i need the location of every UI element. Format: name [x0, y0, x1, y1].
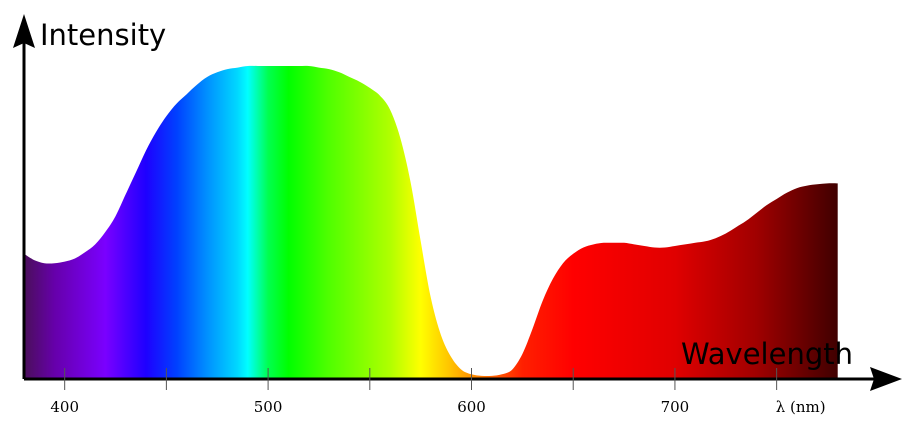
x-tick-label-700: 700: [661, 398, 690, 416]
spectrum-area: [24, 65, 838, 379]
x-axis-label: Wavelength: [681, 337, 853, 371]
y-axis-label: Intensity: [40, 18, 166, 52]
x-axis-arrowhead: [870, 367, 902, 391]
y-axis-arrowhead: [13, 14, 35, 48]
x-ticks: 400 500 600 700 λ (nm): [50, 368, 826, 416]
x-tick-label-750: λ (nm): [776, 398, 826, 416]
x-tick-label-600: 600: [457, 398, 486, 416]
x-tick-label-400: 400: [50, 398, 79, 416]
x-tick-label-500: 500: [254, 398, 283, 416]
